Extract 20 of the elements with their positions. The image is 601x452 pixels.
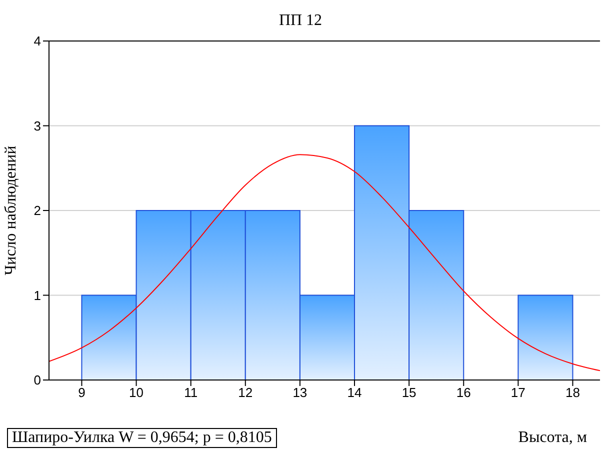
x-tick-label: 16 [456, 385, 471, 400]
x-tick-label: 13 [292, 385, 308, 400]
y-tick-label: 2 [34, 203, 41, 218]
y-tick-label: 4 [34, 34, 41, 49]
x-axis-title: Высота, м [518, 429, 587, 447]
y-axis-title: Число наблюдений [2, 145, 20, 276]
x-tick-label: 12 [238, 385, 253, 400]
text: Шапиро-Уилка W = 0,9654; p = 0,8105 [7, 428, 277, 448]
x-tick-label: 9 [78, 385, 86, 400]
x-tick-label: 14 [347, 385, 362, 400]
chart-title: ПП 12 [278, 12, 324, 30]
y-tick-label: 0 [34, 372, 41, 388]
x-tick-label: 15 [402, 385, 416, 400]
y-tick-label: 3 [34, 118, 41, 134]
line-series [49, 154, 600, 372]
x-tick-label: 11 [184, 385, 198, 400]
y-tick-label: 1 [34, 288, 41, 303]
x-tick-label: 17 [510, 385, 526, 400]
x-tick-label: 10 [129, 385, 144, 400]
x-tick-label: 18 [565, 385, 580, 400]
